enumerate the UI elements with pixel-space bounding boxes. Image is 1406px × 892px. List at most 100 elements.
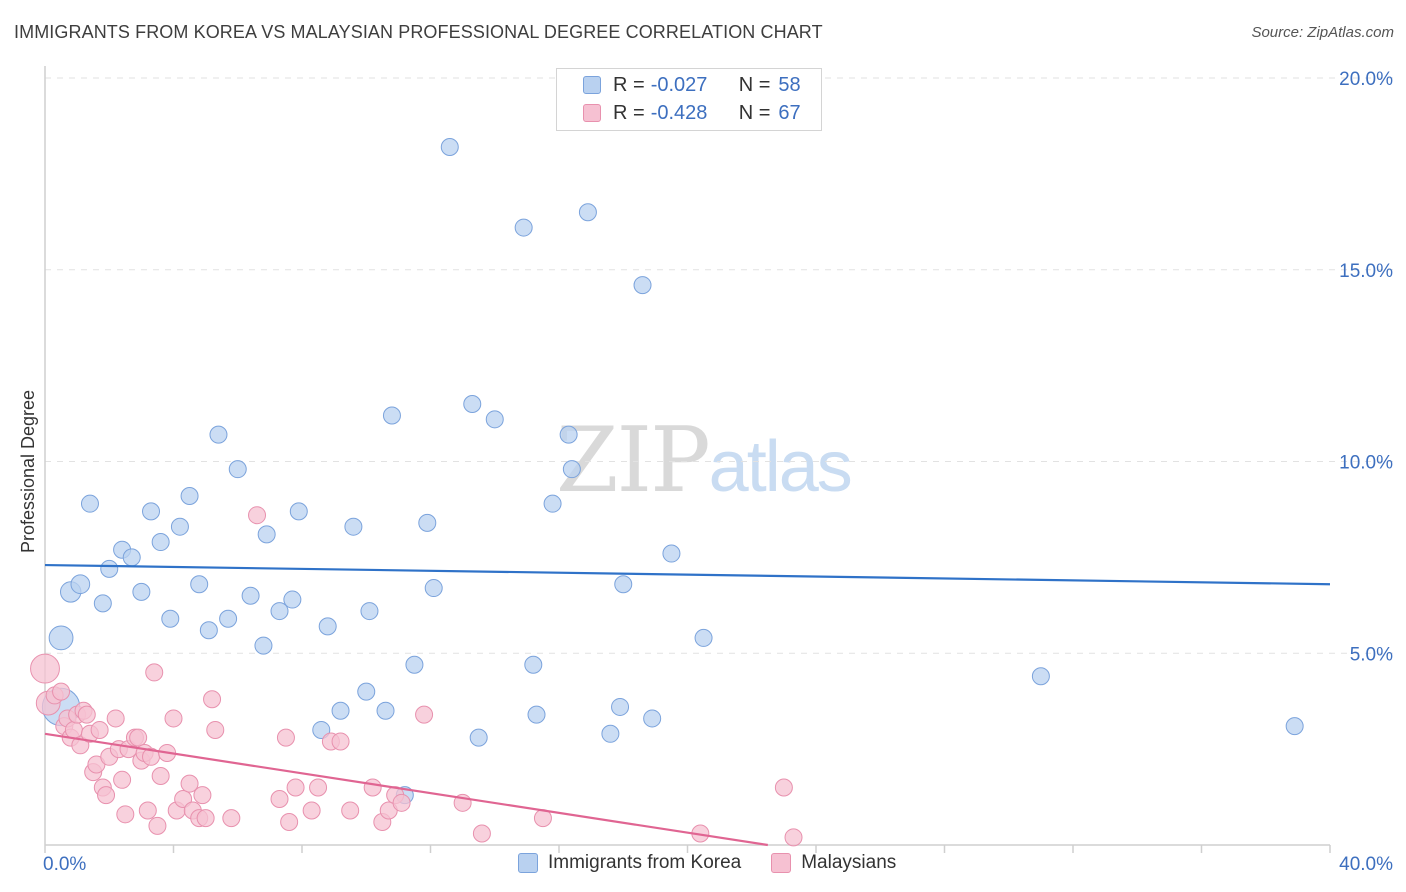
legend-label-korea: Immigrants from Korea — [548, 852, 742, 873]
point-korea — [283, 590, 302, 609]
point-malay — [145, 663, 164, 682]
stats-legend-row-malay: R = -0.428 N = 67 — [583, 101, 801, 125]
point-korea — [543, 494, 562, 513]
point-korea — [527, 705, 546, 724]
legend-item-korea[interactable]: Immigrants from Korea — [518, 852, 741, 874]
point-korea — [344, 517, 363, 536]
point-korea — [1285, 717, 1304, 736]
legend-swatch-korea — [518, 853, 538, 873]
malay-swatch — [583, 104, 601, 122]
malay-r-label: R = — [613, 101, 645, 124]
point-korea — [151, 533, 170, 552]
point-korea — [190, 575, 209, 594]
watermark: ZIPatlas — [556, 408, 853, 513]
x-tick-label-max: 40.0% — [1339, 854, 1393, 875]
point-korea — [80, 494, 99, 513]
point-malay — [341, 801, 360, 820]
point-korea — [694, 628, 713, 647]
legend-label-malay: Malaysians — [801, 852, 897, 873]
point-malay — [193, 786, 212, 805]
point-korea — [142, 502, 161, 521]
y-tick-label: 5.0% — [1350, 644, 1393, 665]
trend-line-korea — [44, 563, 1331, 586]
point-malay — [222, 809, 241, 828]
point-malay — [164, 709, 183, 728]
stats-legend: R = -0.027 N = 58 R = -0.428 N = 67 — [556, 68, 822, 131]
point-korea — [219, 609, 238, 628]
point-korea — [331, 701, 350, 720]
point-malay — [203, 690, 222, 709]
point-malay — [472, 824, 491, 843]
point-malay — [302, 801, 321, 820]
point-korea — [170, 517, 189, 536]
korea-n-value: 58 — [778, 73, 801, 96]
y-tick-label: 10.0% — [1339, 453, 1393, 474]
legend-item-malay[interactable]: Malaysians — [771, 852, 896, 874]
point-korea — [514, 218, 533, 237]
point-korea — [562, 460, 581, 479]
point-korea — [180, 487, 199, 506]
point-malay — [392, 793, 411, 812]
source-label: Source: ZipAtlas.com — [1251, 24, 1394, 41]
trend-line-malay — [44, 732, 768, 847]
point-korea — [614, 575, 633, 594]
point-malay — [248, 506, 267, 525]
point-malay — [180, 774, 199, 793]
point-korea — [633, 276, 652, 295]
point-korea — [318, 617, 337, 636]
point-malay — [784, 828, 803, 847]
point-malay — [71, 736, 90, 755]
korea-r-label: R = — [613, 73, 645, 96]
stats-legend-row-korea: R = -0.027 N = 58 — [583, 73, 801, 97]
point-malay — [148, 816, 167, 835]
point-malay — [138, 801, 157, 820]
korea-n-label: N = — [738, 73, 771, 96]
point-korea — [662, 544, 681, 563]
point-malay — [196, 809, 215, 828]
point-korea — [440, 138, 459, 157]
point-korea — [312, 720, 331, 739]
point-korea — [601, 724, 620, 743]
point-malay — [106, 709, 125, 728]
point-malay — [206, 720, 225, 739]
y-tick-label: 15.0% — [1339, 261, 1393, 282]
point-korea — [463, 394, 482, 413]
y-axis-label: Professional Degree — [18, 390, 38, 553]
point-korea — [418, 513, 437, 532]
point-malay — [309, 778, 328, 797]
point-malay — [30, 653, 60, 684]
watermark-atlas: atlas — [708, 427, 853, 507]
point-korea — [257, 525, 276, 544]
point-korea — [270, 602, 289, 621]
malay-n-label: N = — [738, 101, 771, 124]
point-malay — [331, 732, 350, 751]
point-malay — [270, 789, 289, 808]
point-malay — [280, 812, 299, 831]
legend-swatch-malay — [771, 853, 792, 873]
point-korea — [643, 709, 662, 728]
point-malay — [97, 786, 116, 805]
malay-n-value: 67 — [778, 101, 801, 124]
malay-r-value: -0.428 — [650, 101, 708, 124]
point-malay — [116, 805, 135, 824]
point-korea — [376, 701, 395, 720]
point-korea — [469, 728, 488, 747]
point-korea — [382, 406, 401, 425]
x-tick-label-min: 0.0% — [43, 854, 86, 875]
chart-title: IMMIGRANTS FROM KOREA VS MALAYSIAN PROFE… — [14, 22, 823, 42]
point-malay — [774, 778, 793, 797]
point-korea — [100, 559, 119, 578]
korea-r-value: -0.027 — [650, 73, 708, 96]
point-malay — [151, 766, 170, 785]
point-korea — [122, 548, 141, 567]
point-korea — [405, 655, 424, 674]
point-malay — [415, 705, 434, 724]
series-legend: Immigrants from Korea Malaysians — [518, 852, 926, 874]
point-korea — [228, 460, 247, 479]
point-korea — [161, 609, 180, 628]
point-malay — [286, 778, 305, 797]
point-korea — [199, 621, 218, 640]
point-korea — [209, 425, 228, 444]
point-malay — [64, 720, 83, 739]
point-korea — [132, 582, 151, 601]
